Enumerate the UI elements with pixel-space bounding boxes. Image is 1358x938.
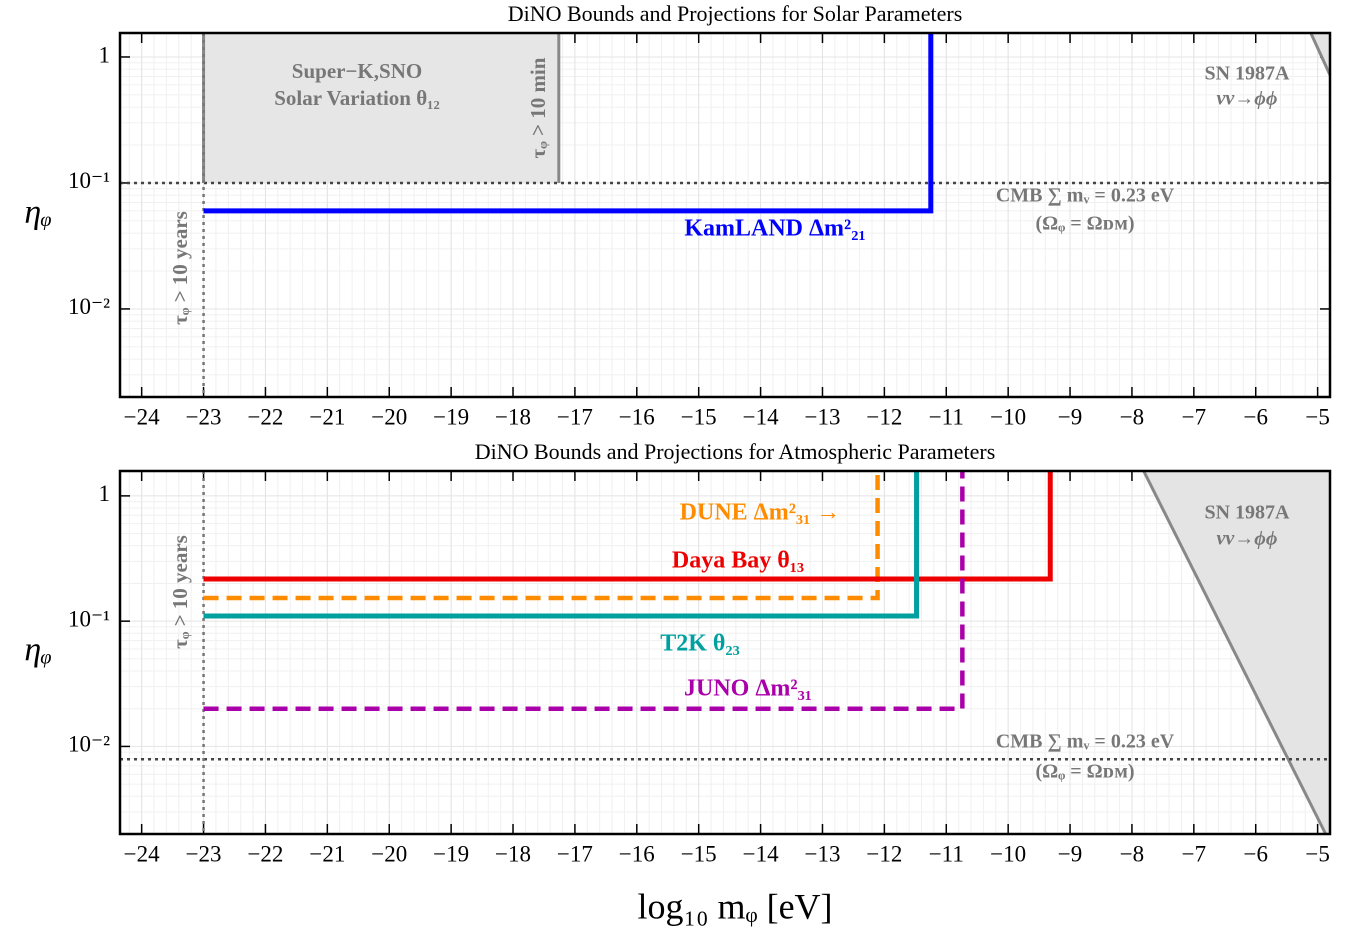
sn-line: [1142, 470, 1328, 835]
y-tick-label: 10⁻²: [68, 732, 110, 757]
annotation: τᵩ > 10 years: [168, 535, 192, 649]
x-tick-label: −16: [619, 404, 655, 429]
x-tick-label: −24: [124, 404, 160, 429]
series-line: [203, 471, 920, 619]
annotation: τᵩ > 10 min: [526, 57, 550, 158]
x-tick-label: −11: [929, 404, 964, 429]
x-tick-label: −23: [186, 404, 222, 429]
x-tick-label: −5: [1305, 404, 1329, 429]
x-tick-label: −8: [1120, 841, 1144, 866]
y-axis-label: ηᵩ: [24, 631, 51, 668]
x-tick-label: −6: [1243, 404, 1267, 429]
x-tick-label: −22: [247, 841, 283, 866]
series-label: Daya Bay θ₁₃: [672, 548, 804, 574]
x-tick-label: −21: [309, 404, 345, 429]
annotation: SN 1987A: [1204, 502, 1290, 524]
region: [203, 33, 559, 183]
x-tick-label: −20: [371, 404, 407, 429]
x-tick-label: −21: [309, 841, 345, 866]
panel: −24 −23 −22 −21 −20 −19 −18 −17 −16 −15 −14 −13 −12 −…: [24, 439, 1332, 926]
y-tick-label: 10⁻¹: [68, 606, 110, 631]
chart-title: DiNO Bounds and Projections for Atmosphe…: [475, 439, 996, 464]
x-tick-label: −20: [371, 841, 407, 866]
panel: −24 −23 −22 −21 −20 −19 −18 −17 −16 −15 −14 −13 −12 −…: [24, 1, 1332, 429]
annotation: Solar Variation θ₁₂: [274, 86, 440, 110]
x-tick-label: −15: [681, 404, 717, 429]
series-label: JUNO Δm²₃₁: [684, 676, 812, 702]
series-line: [203, 471, 1053, 582]
x-tick-label: −19: [433, 841, 469, 866]
y-tick-label: 10⁻¹: [68, 168, 110, 193]
series-label: T2K θ₂₃: [660, 631, 740, 657]
annotation: τᵩ > 10 years: [168, 211, 192, 325]
x-tick-label: −15: [681, 841, 717, 866]
y-tick-label: 1: [99, 481, 111, 506]
y-axis-label: ηᵩ: [24, 194, 51, 231]
x-tick-label: −22: [247, 404, 283, 429]
series-line: [203, 471, 965, 711]
x-tick-label: −24: [124, 841, 160, 866]
x-axis-label: log₁₀ mᵩ [eV]: [637, 886, 832, 926]
x-tick-label: −10: [990, 404, 1026, 429]
x-tick-label: −7: [1182, 841, 1206, 866]
x-tick-label: −9: [1058, 841, 1082, 866]
x-tick-label: −11: [929, 841, 964, 866]
x-tick-label: −9: [1058, 404, 1082, 429]
series-label: KamLAND Δm²₂₁: [684, 216, 865, 242]
annotation: Super−K,SNO: [292, 59, 422, 83]
annotation: (Ωᵩ = Ωᴅᴍ): [1035, 761, 1134, 783]
x-tick-label: −18: [495, 841, 531, 866]
x-tick-label: −13: [804, 404, 840, 429]
x-tick-label: −13: [804, 841, 840, 866]
plot-frame: [118, 469, 1332, 836]
sn-line: [1309, 32, 1332, 76]
x-tick-label: −23: [186, 841, 222, 866]
annotation: νν→ϕϕ: [1217, 88, 1278, 110]
series-label: DUNE Δm²₃₁ →: [680, 500, 841, 526]
plot-frame: [118, 31, 1332, 399]
x-tick-label: −16: [619, 841, 655, 866]
x-tick-label: −18: [495, 404, 531, 429]
x-tick-label: −12: [866, 841, 902, 866]
x-tick-label: −8: [1120, 404, 1144, 429]
x-tick-label: −5: [1305, 841, 1329, 866]
annotation: SN 1987A: [1204, 63, 1290, 85]
x-tick-label: −12: [866, 404, 902, 429]
annotation: CMB ∑ mᵥ = 0.23 eV: [996, 185, 1175, 207]
x-tick-label: −17: [557, 841, 593, 866]
annotation: (Ωᵩ = Ωᴅᴍ): [1035, 213, 1134, 235]
x-tick-label: −6: [1243, 841, 1267, 866]
y-tick-label: 1: [99, 42, 111, 67]
x-tick-label: −14: [743, 841, 779, 866]
y-tick-label: 10⁻²: [68, 294, 110, 319]
annotation: CMB ∑ mᵥ = 0.23 eV: [996, 731, 1175, 753]
x-tick-label: −19: [433, 404, 469, 429]
x-tick-label: −14: [743, 404, 779, 429]
series-line: [203, 471, 880, 601]
x-tick-label: −17: [557, 404, 593, 429]
x-tick-label: −10: [990, 841, 1026, 866]
chart-title: DiNO Bounds and Projections for Solar Pa…: [508, 1, 963, 26]
annotation: νν→ϕϕ: [1217, 528, 1278, 550]
x-tick-label: −7: [1182, 404, 1206, 429]
series-line: [203, 33, 934, 214]
